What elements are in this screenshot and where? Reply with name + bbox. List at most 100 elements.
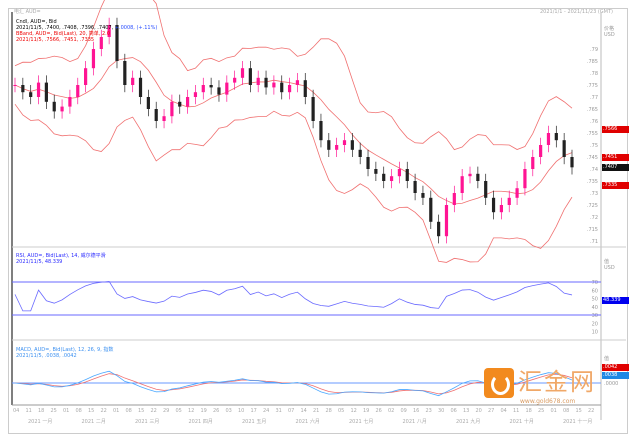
chart-frame (8, 8, 628, 434)
x-month-label: 2021 五月 (242, 419, 267, 425)
candle-body (115, 25, 119, 61)
candle-body (389, 176, 394, 181)
candle-body (68, 97, 72, 107)
rsi-tick-label: 50 (592, 297, 598, 303)
x-tick-label: 15 (138, 408, 145, 414)
x-tick-label: 08 (75, 408, 82, 414)
rsi-legend-2: 2021/11/5, 48.339 (16, 259, 63, 265)
x-tick-label: 31 (275, 408, 282, 414)
candle-body (358, 149, 362, 157)
x-tick-label: 26 (213, 408, 220, 414)
x-tick-label: 17 (250, 408, 257, 414)
x-tick-label: 08 (125, 408, 132, 414)
x-tick-label: 16 (413, 408, 420, 414)
x-tick-label: 19 (363, 408, 370, 414)
bband-legend-1: BBand, AUD=, Bid(Last), 20, 简单, 2.0 (16, 31, 110, 37)
candle-body (405, 169, 409, 181)
candle-body (499, 205, 503, 213)
price-legend-2: 2021/11/5, .7400, .7408, .7396, .7407, +… (16, 25, 157, 31)
candle-body (397, 169, 402, 177)
x-tick-label: 01 (63, 408, 70, 414)
x-tick-label: 20 (475, 408, 482, 414)
x-month-label: 2021 七月 (349, 419, 374, 425)
rsi-legend-1: RSI, AUD=, Bid(Last), 14, 威尔德平滑 (16, 253, 106, 259)
candle-body (13, 85, 17, 86)
x-tick-label: 09 (400, 408, 407, 414)
candle-body (185, 97, 190, 107)
candle-body (303, 80, 307, 97)
rsi-tick-label: 40 (592, 305, 598, 311)
x-month-label: 2021 六月 (295, 419, 320, 425)
candle-body (217, 87, 221, 95)
price-change: +.0008, (+.11%) (114, 25, 158, 31)
price-tick-label: .78 (590, 71, 598, 77)
candle-body (515, 188, 519, 198)
candle-body (225, 82, 229, 95)
candle-body (382, 173, 386, 181)
candle-body (280, 82, 284, 93)
x-tick-label: 28 (325, 408, 332, 414)
candle-body (562, 140, 566, 157)
candle-body (240, 68, 245, 78)
macd-signal-tag: .0042 (602, 364, 629, 371)
price-tag: .7451 (602, 153, 629, 161)
x-tick-label: 18 (525, 408, 532, 414)
price-tick-label: .725 (587, 203, 598, 209)
candle-body (413, 181, 417, 193)
candle-body (342, 140, 347, 145)
x-tick-label: 02 (388, 408, 395, 414)
candle-body (170, 101, 174, 117)
x-tick-label: 22 (588, 408, 595, 414)
candle-body (138, 77, 143, 97)
rsi-line (14, 280, 573, 312)
price-tick-label: .73 (590, 191, 598, 197)
candle-body (311, 97, 315, 121)
x-month-label: 2021 一月 (28, 419, 53, 425)
candle-body (272, 82, 276, 88)
candle-body (484, 181, 488, 198)
macd-axis-title: 值 (604, 356, 610, 362)
x-tick-label: 01 (550, 408, 557, 414)
x-tick-label: 23 (425, 408, 432, 414)
price-tag: .7566 (602, 126, 629, 134)
x-tick-label: 07 (288, 408, 295, 414)
x-month-label: 2021 十月 (509, 419, 534, 425)
x-month-label: 2021 四月 (188, 419, 213, 425)
candle-body (209, 85, 213, 88)
candle-body (335, 145, 339, 150)
price-tick-label: .75 (590, 143, 598, 149)
price-tick-label: .72 (590, 215, 598, 221)
candle-body (248, 68, 252, 85)
price-tick-label: .71 (590, 239, 598, 245)
candle-body (539, 145, 543, 157)
candle-body (29, 92, 33, 97)
candle-body (507, 197, 511, 205)
price-tick-label: .715 (587, 227, 598, 233)
candle-body (421, 193, 425, 198)
macd-legend-2: 2021/11/5, .0038, .0042 (16, 353, 77, 359)
x-tick-label: 05 (175, 408, 182, 414)
price-tick-label: .775 (587, 83, 598, 89)
candle-body (36, 82, 41, 97)
bband-upper (14, 0, 573, 151)
x-tick-label: 30 (438, 408, 445, 414)
macd-axis-zero: .0000 (604, 381, 619, 387)
x-tick-label: 25 (50, 408, 57, 414)
header-date-range: 2021/1/1 - 2021/11/23 (GMT) (540, 9, 613, 15)
x-tick-label: 15 (575, 408, 582, 414)
candle-body (374, 169, 378, 174)
price-tick-label: .74 (590, 167, 598, 173)
candle-body (531, 157, 535, 169)
x-tick-label: 08 (563, 408, 570, 414)
x-tick-label: 11 (25, 408, 32, 414)
x-tick-label: 12 (188, 408, 195, 414)
rsi-axis-title: 值 (604, 259, 610, 265)
bband-legend-2: 2021/11/5, .7566, .7451, .7335 (16, 37, 95, 43)
candle-body (287, 85, 292, 93)
x-tick-label: 25 (538, 408, 545, 414)
x-tick-label: 12 (350, 408, 357, 414)
x-tick-label: 19 (200, 408, 207, 414)
candle-body (476, 173, 480, 181)
rsi-tick-label: 30 (592, 313, 598, 319)
